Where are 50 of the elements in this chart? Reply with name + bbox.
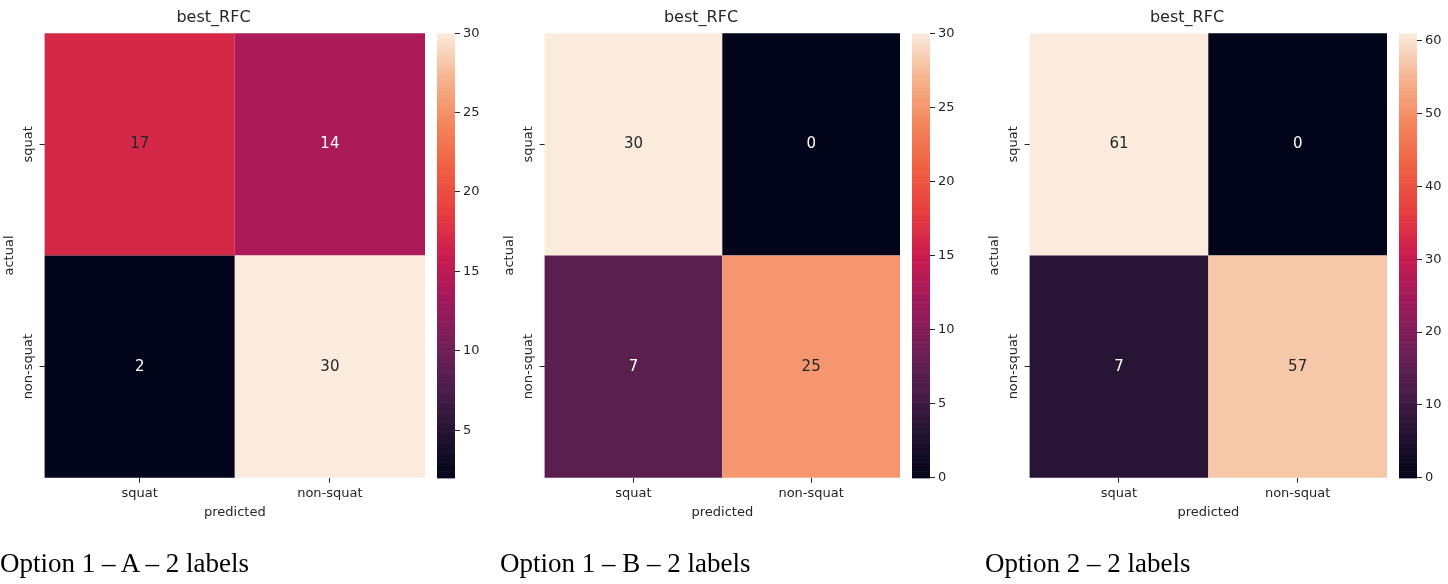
x-axis-title: predicted [691, 503, 754, 519]
color-bar-label: 0 [938, 469, 947, 485]
color-bar-label: 25 [938, 98, 955, 114]
color-bar-label: 5 [463, 421, 472, 437]
color-bar-label: 20 [938, 172, 955, 188]
chart-title: best_RFC [1149, 6, 1225, 27]
color-bar-label: 30 [463, 24, 480, 40]
text: Option 1 – B – 2 labels [500, 548, 751, 579]
color-bar-label: 10 [463, 342, 480, 358]
data-label: 7 [1114, 356, 1124, 375]
x-tick-label: squat [615, 484, 652, 500]
color-bar-label: 60 [1425, 31, 1442, 47]
data-label: 7 [628, 356, 639, 375]
color-bar-label: 15 [463, 262, 480, 278]
color-bar-label: 40 [1425, 177, 1442, 193]
y-axis-title: actual [986, 235, 1002, 276]
color-bar-label: 0 [1425, 469, 1434, 485]
color-bar-label: 25 [463, 103, 480, 119]
color-bar-label: 30 [938, 24, 955, 40]
color-bar-label: 50 [1425, 104, 1442, 120]
data-label: 0 [1292, 134, 1303, 153]
color-bar-label: 30 [1425, 250, 1442, 266]
text: Option 1 – A – 2 labels [0, 548, 249, 579]
data-label: 0 [806, 134, 816, 153]
data-label: 30 [623, 134, 643, 153]
data-label: 25 [801, 356, 821, 375]
x-axis-title: predicted [1177, 503, 1240, 519]
data-label: 61 [1109, 134, 1129, 153]
color-bar-label: 10 [1425, 396, 1442, 412]
data-label: 57 [1288, 356, 1308, 375]
chart-title: best_RFC [663, 6, 739, 27]
data-label: 14 [320, 134, 340, 153]
x-axis-title: predicted [203, 503, 266, 519]
color-bar-label: 15 [938, 246, 955, 262]
y-axis-title: actual [1, 235, 17, 276]
x-tick-label: non-squat [778, 484, 844, 500]
data-label: 2 [134, 356, 145, 375]
chart-title: best_RFC [176, 6, 251, 27]
color-bar-label: 20 [1425, 323, 1442, 339]
x-tick-label: non-squat [297, 484, 363, 500]
data-label: 30 [320, 356, 340, 375]
text: Option 2 – 2 labels [985, 548, 1191, 579]
x-tick-label: non-squat [1264, 484, 1331, 500]
color-bar-label: 20 [463, 183, 480, 199]
x-tick-label: squat [121, 484, 158, 500]
color-bar-label: 10 [938, 320, 955, 336]
x-tick-label: squat [1100, 484, 1138, 500]
color-bar-label: 5 [938, 395, 947, 411]
y-axis-title: actual [501, 235, 517, 276]
data-label: 17 [130, 134, 150, 153]
